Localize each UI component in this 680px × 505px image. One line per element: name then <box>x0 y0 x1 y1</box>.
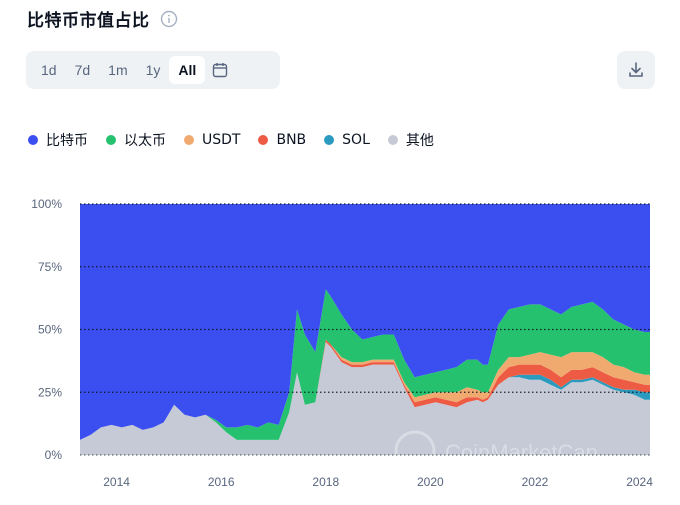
legend-item-bnb[interactable]: BNB <box>258 132 306 148</box>
area-btc <box>80 204 650 440</box>
area-usdt <box>80 339 650 440</box>
legend-item-usdt[interactable]: USDT <box>184 132 240 148</box>
legend-label-other: 其他 <box>405 133 434 149</box>
area-other <box>80 342 650 455</box>
legend-item-sol[interactable]: SOL <box>324 132 370 148</box>
x-tick-label: 2014 <box>103 475 130 489</box>
range-button-7d[interactable]: 7d <box>74 62 91 78</box>
header: 比特币市值占比 <box>27 6 178 31</box>
legend-item-other[interactable]: 其他 <box>387 130 434 150</box>
y-tick-label: 25% <box>38 385 62 399</box>
y-tick-label: 100% <box>31 197 62 211</box>
y-tick-label: 0% <box>45 448 63 462</box>
watermark-text: CoinMarketCap <box>445 440 598 465</box>
x-tick-label: 2016 <box>208 475 235 489</box>
legend-label-usdt: USDT <box>202 132 241 148</box>
legend-label-eth: 以太币 <box>124 133 166 149</box>
chart-legend: 比特币 以太币 USDT BNB SOL 其他 <box>28 130 452 150</box>
legend-dot-sol <box>324 135 335 145</box>
legend-label-sol: SOL <box>342 132 370 148</box>
page-title: 比特币市值占比 <box>27 11 150 31</box>
time-range-selector: 1d 7d 1m 1y All <box>26 51 280 89</box>
legend-item-btc[interactable]: 比特币 <box>28 130 88 150</box>
x-tick-label: 2020 <box>417 475 444 489</box>
watermark-logo: CoinMarketCap <box>394 430 598 472</box>
download-icon <box>629 62 643 77</box>
range-button-1y[interactable]: 1y <box>145 62 161 78</box>
watermark-icon <box>394 430 436 472</box>
legend-dot-btc <box>28 135 38 145</box>
calendar-icon[interactable] <box>205 56 235 84</box>
download-button[interactable] <box>617 51 655 89</box>
legend-label-bnb: BNB <box>276 132 307 148</box>
info-icon[interactable] <box>160 10 178 28</box>
legend-dot-usdt <box>184 135 194 145</box>
x-tick-label: 2022 <box>522 475 549 489</box>
y-tick-label: 50% <box>38 323 62 337</box>
range-button-1m[interactable]: 1m <box>108 62 128 78</box>
area-eth <box>80 289 650 440</box>
legend-dot-bnb <box>258 135 269 145</box>
legend-item-eth[interactable]: 以太币 <box>106 130 166 150</box>
legend-dot-other <box>387 135 398 145</box>
y-tick-label: 75% <box>38 260 62 274</box>
legend-dot-eth <box>106 135 116 145</box>
legend-label-btc: 比特币 <box>46 133 88 149</box>
range-button-all[interactable]: All <box>169 56 206 84</box>
x-tick-label: 2018 <box>312 475 339 489</box>
x-tick-label: 2024 <box>626 475 653 489</box>
range-button-1d[interactable]: 1d <box>41 62 57 78</box>
